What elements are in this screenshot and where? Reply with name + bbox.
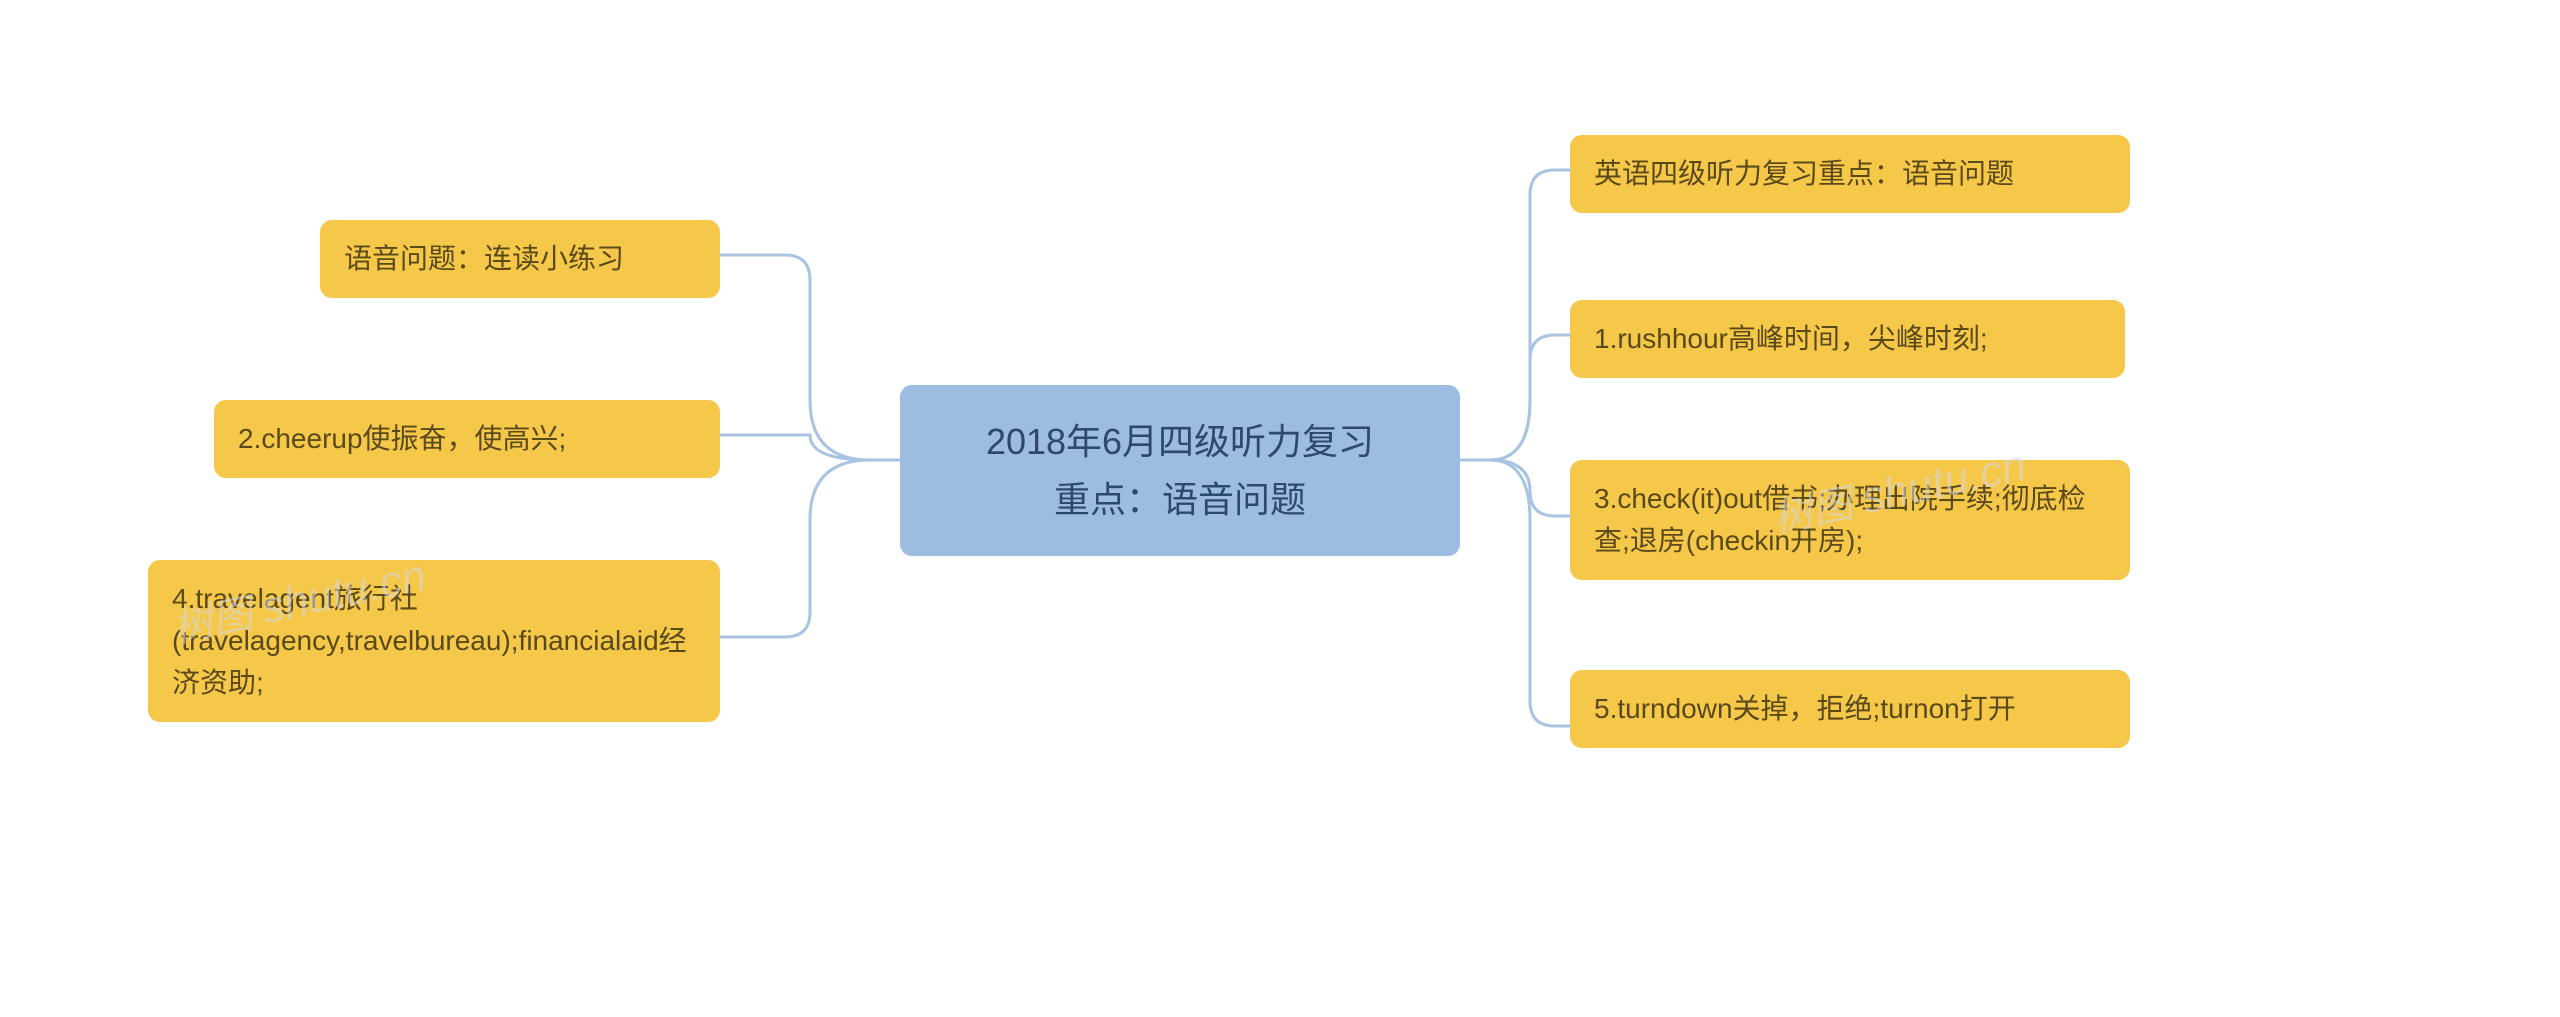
- right-node-0: 英语四级听力复习重点：语音问题: [1570, 135, 2130, 213]
- center-line1: 2018年6月四级听力复习: [936, 413, 1424, 471]
- right-node-0-text: 英语四级听力复习重点：语音问题: [1594, 158, 2014, 189]
- left-node-1-text: 2.cheerup使振奋，使高兴;: [238, 423, 566, 454]
- left-node-1: 2.cheerup使振奋，使高兴;: [214, 400, 720, 478]
- right-node-2: 3.check(it)out借书;办理出院手续;彻底检查;退房(checkin开…: [1570, 460, 2130, 580]
- center-node: 2018年6月四级听力复习 重点：语音问题: [900, 385, 1460, 556]
- left-node-0: 语音问题：连读小练习: [320, 220, 720, 298]
- center-line2: 重点：语音问题: [936, 471, 1424, 529]
- right-node-1: 1.rushhour高峰时间，尖峰时刻;: [1570, 300, 2125, 378]
- right-node-1-text: 1.rushhour高峰时间，尖峰时刻;: [1594, 323, 1988, 354]
- left-node-2: 4.travelagent旅行社(travelagency,travelbure…: [148, 560, 720, 722]
- right-node-2-text: 3.check(it)out借书;办理出院手续;彻底检查;退房(checkin开…: [1594, 483, 2086, 556]
- right-node-3: 5.turndown关掉，拒绝;turnon打开: [1570, 670, 2130, 748]
- left-node-0-text: 语音问题：连读小练习: [344, 243, 624, 274]
- right-node-3-text: 5.turndown关掉，拒绝;turnon打开: [1594, 693, 2016, 724]
- left-node-2-text: 4.travelagent旅行社(travelagency,travelbure…: [172, 583, 687, 698]
